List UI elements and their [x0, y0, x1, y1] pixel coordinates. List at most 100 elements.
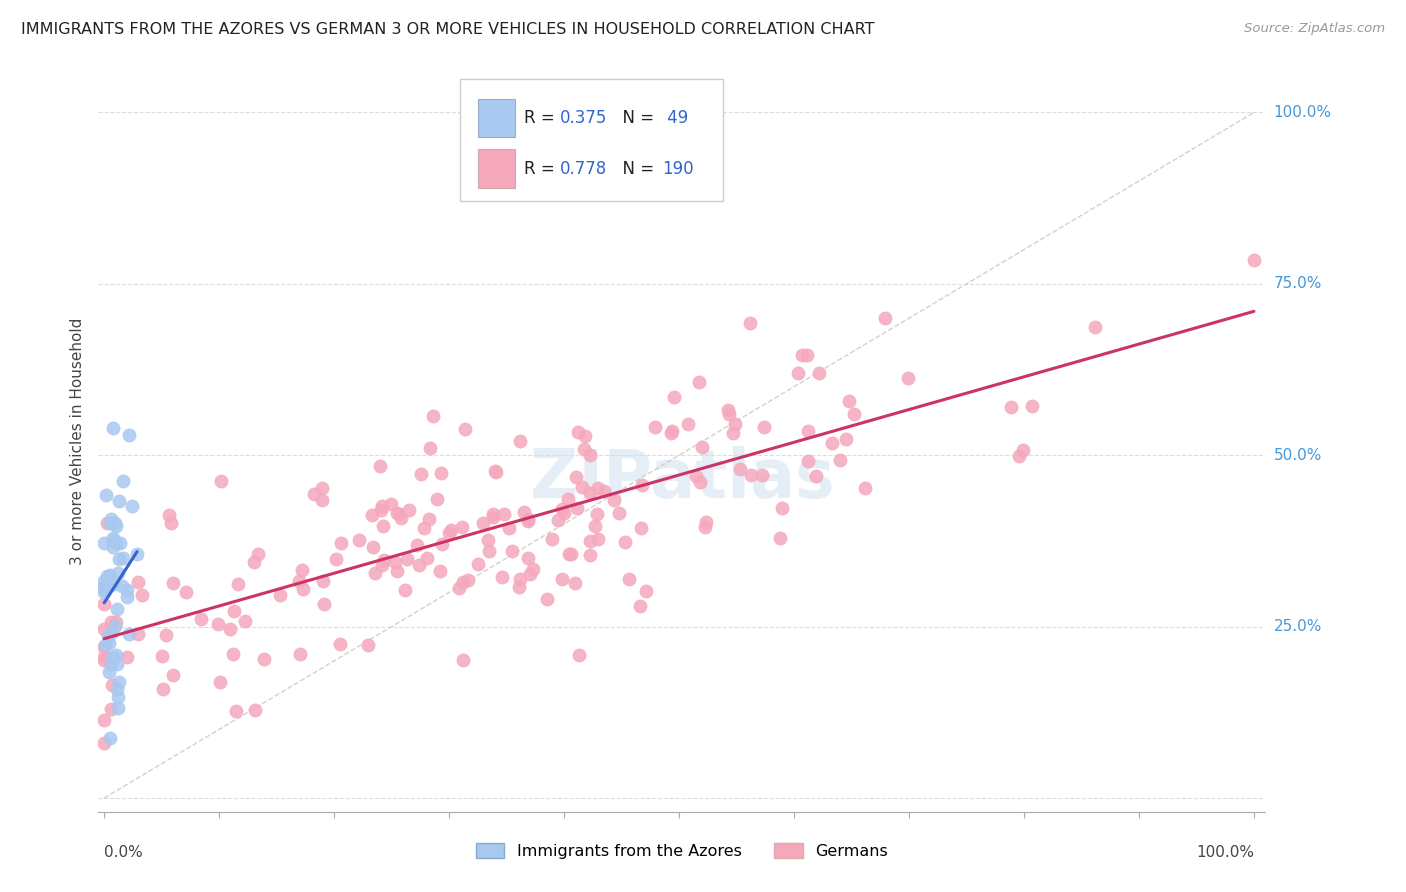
Point: [361, 541, 384, 555]
Point: [93, 582, 115, 596]
Point: [101, 625, 124, 640]
Point: [586, 532, 609, 546]
Point: [97, 629, 120, 643]
Text: 0.778: 0.778: [560, 160, 606, 178]
Point: [689, 475, 711, 490]
Point: [389, 511, 412, 525]
Point: [1000, 400, 1022, 414]
Point: [103, 541, 125, 555]
Point: [1008, 449, 1031, 463]
Point: [482, 510, 505, 524]
Point: [225, 704, 247, 718]
Point: [592, 484, 614, 499]
Point: [730, 462, 752, 476]
Point: [105, 681, 128, 696]
Point: [844, 407, 866, 421]
Point: [512, 505, 534, 519]
Point: [364, 566, 387, 581]
Point: [408, 558, 430, 572]
Point: [98, 665, 121, 679]
Point: [292, 582, 315, 597]
Point: [98, 516, 121, 531]
Point: [472, 516, 495, 530]
Point: [245, 703, 267, 717]
Point: [101, 678, 124, 692]
Point: [291, 563, 314, 577]
Point: [226, 577, 249, 591]
Point: [509, 573, 531, 587]
Point: [418, 512, 440, 526]
Point: [115, 649, 138, 664]
Point: [93, 714, 115, 728]
Text: 75.0%: 75.0%: [1274, 277, 1322, 292]
Point: [380, 496, 402, 510]
Point: [325, 552, 347, 566]
Point: [419, 441, 441, 455]
Point: [157, 508, 180, 522]
Point: [586, 507, 609, 521]
Point: [454, 422, 477, 436]
Point: [100, 701, 122, 715]
Point: [631, 478, 654, 492]
Point: [190, 612, 212, 626]
Text: N =: N =: [612, 109, 659, 127]
Point: [398, 503, 420, 517]
Point: [519, 567, 541, 582]
Point: [115, 582, 138, 597]
Point: [93, 640, 115, 654]
Text: N =: N =: [612, 160, 659, 178]
Point: [853, 481, 876, 495]
Point: [219, 623, 242, 637]
Point: [693, 520, 716, 534]
Point: [517, 551, 540, 566]
Point: [207, 617, 229, 632]
Point: [108, 493, 131, 508]
Point: [440, 523, 463, 537]
Point: [467, 558, 489, 572]
Point: [246, 547, 269, 561]
Point: [551, 572, 574, 586]
Point: [578, 534, 600, 549]
Text: 50.0%: 50.0%: [1274, 448, 1322, 463]
Point: [370, 502, 392, 516]
Point: [835, 432, 858, 446]
Point: [127, 575, 149, 590]
Point: [509, 434, 531, 448]
Point: [661, 425, 683, 439]
Point: [661, 425, 683, 440]
Point: [110, 579, 132, 593]
Y-axis label: 3 or more Vehicles in Household: 3 or more Vehicles in Household: [70, 318, 86, 566]
Point: [821, 436, 844, 450]
Point: [662, 390, 685, 404]
Point: [565, 470, 588, 484]
Point: [406, 539, 429, 553]
Point: [740, 467, 762, 482]
Point: [685, 469, 707, 483]
Point: [93, 580, 115, 594]
Point: [233, 614, 256, 628]
Point: [152, 682, 174, 697]
Point: [578, 486, 600, 500]
Point: [160, 516, 183, 531]
Point: [796, 348, 818, 362]
Point: [107, 690, 129, 705]
Point: [93, 622, 115, 636]
Point: [574, 442, 596, 457]
Point: [695, 515, 717, 529]
Text: IMMIGRANTS FROM THE AZORES VS GERMAN 3 OR MORE VEHICLES IN HOUSEHOLD CORRELATION: IMMIGRANTS FROM THE AZORES VS GERMAN 3 O…: [21, 22, 875, 37]
Point: [93, 574, 115, 589]
Point: [547, 513, 569, 527]
Point: [112, 474, 135, 488]
Text: ZIPatlas: ZIPatlas: [530, 446, 834, 511]
Point: [564, 575, 586, 590]
Point: [209, 675, 232, 690]
Point: [449, 582, 471, 596]
Point: [387, 506, 409, 520]
Point: [508, 580, 530, 594]
Point: [384, 555, 406, 569]
Point: [107, 566, 129, 581]
Point: [127, 627, 149, 641]
Point: [104, 648, 127, 662]
Point: [387, 507, 409, 521]
Point: [769, 531, 792, 545]
